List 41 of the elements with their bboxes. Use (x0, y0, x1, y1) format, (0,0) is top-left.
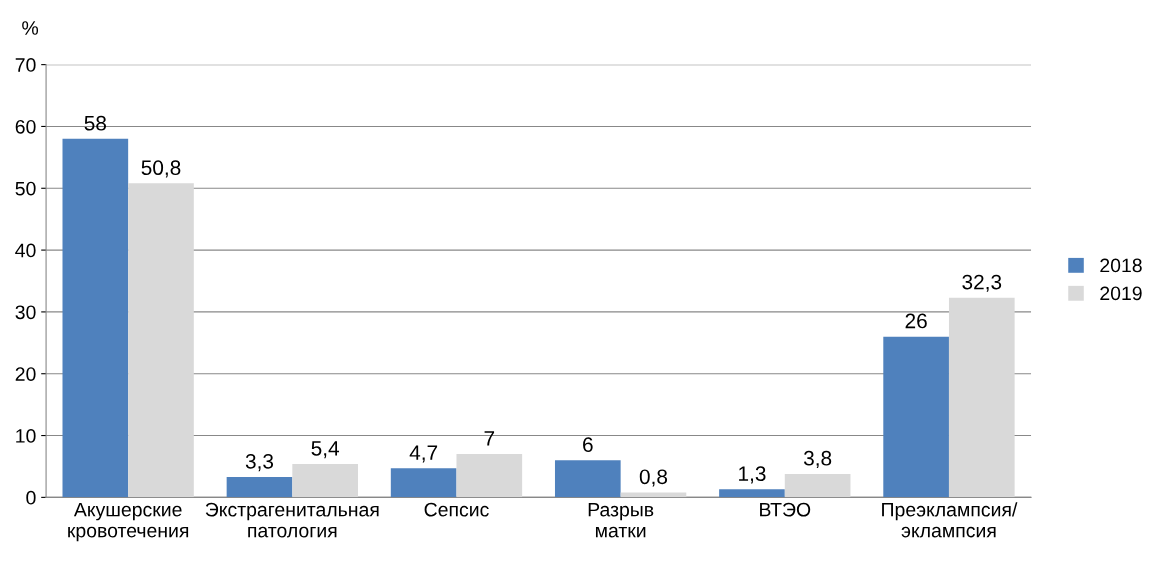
data-label: 3,3 (245, 453, 274, 472)
data-label: 5,4 (311, 441, 340, 459)
bar (948, 297, 1015, 498)
data-label: 4,7 (409, 445, 438, 463)
x-tick-label: Сепсис (424, 502, 489, 517)
data-label: 3,8 (803, 450, 832, 469)
legend-label: 2019 (1100, 286, 1142, 301)
bar (554, 460, 621, 498)
legend-label: 2018 (1100, 258, 1142, 273)
y-tick-label: 50 (15, 181, 36, 196)
bar (226, 476, 293, 498)
bar (62, 138, 129, 498)
data-label: 50,8 (141, 160, 181, 178)
data-label: 6 (583, 437, 593, 452)
y-tick-label: 0 (26, 490, 36, 505)
bar (390, 468, 457, 498)
bar (719, 489, 785, 498)
y-tick-label: 20 (15, 367, 36, 381)
data-label: 1,3 (739, 466, 766, 484)
bar (456, 454, 523, 498)
bar (128, 183, 194, 498)
y-tick-label: 10 (16, 429, 36, 443)
data-label: 58 (84, 115, 107, 131)
bar (620, 492, 687, 498)
y-tick-label: 30 (15, 305, 36, 320)
bar (883, 336, 949, 498)
data-label: 26 (905, 313, 927, 329)
x-tick-label: ВТЭО (760, 502, 811, 517)
data-label: 32,3 (962, 274, 1002, 292)
y-axis-title: % (22, 21, 39, 35)
data-label: 0,8 (639, 469, 668, 487)
x-tick-label: Акушерские кровотечения (68, 502, 189, 542)
x-tick-label: Разрыв матки (588, 502, 654, 538)
y-tick-label: 60 (15, 119, 36, 134)
y-tick-label: 40 (15, 243, 36, 258)
x-tick-label: Преэклампсия/ эклампсия (882, 502, 1018, 538)
bar (784, 473, 851, 498)
bar (292, 463, 358, 498)
data-label: 7 (484, 431, 495, 446)
x-tick-label: Экстрагенитальная патология (205, 502, 379, 538)
y-tick-label: 70 (15, 58, 36, 72)
